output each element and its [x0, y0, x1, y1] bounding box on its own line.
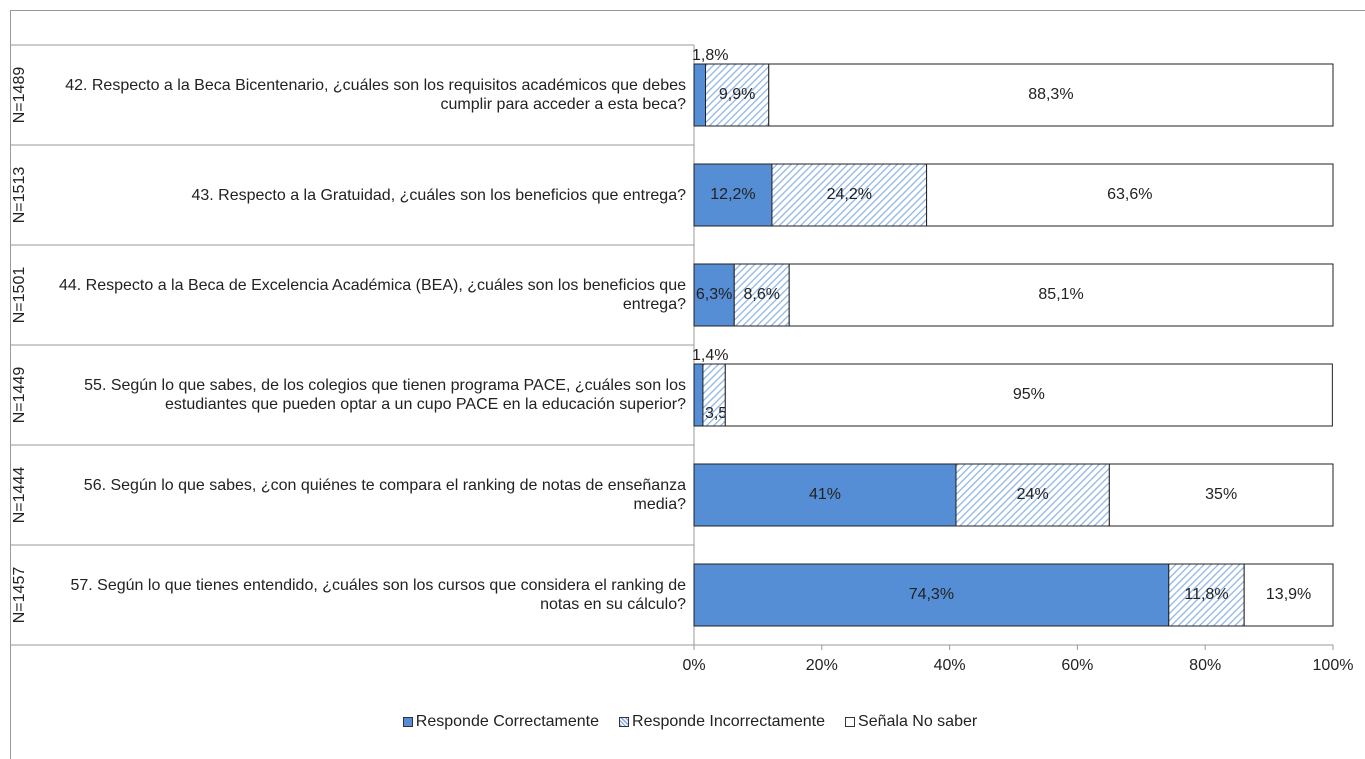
- bar-segment: [926, 163, 1334, 227]
- category-label: 43. Respecto a la Gratuidad, ¿cuáles son…: [191, 186, 686, 204]
- category-label: 56. Según lo que sabes, ¿con quiénes te …: [83, 477, 686, 513]
- value-label: 8,6%: [743, 286, 779, 303]
- value-label: 1,8%: [692, 47, 728, 64]
- legend-item: Señala No saber: [845, 713, 977, 731]
- x-tick-label: 80%: [1189, 657, 1221, 674]
- group-label: N=1489: [11, 67, 28, 124]
- value-label: 88,3%: [1028, 86, 1073, 103]
- legend-text: Responde Correctamente: [415, 713, 600, 730]
- bar-segment: [693, 463, 957, 527]
- category-label: 55. Según lo que sabes, de los colegios …: [84, 377, 686, 413]
- bar-segment: [693, 363, 704, 427]
- group-label: N=1501: [11, 267, 28, 324]
- value-label: 12,2%: [710, 186, 755, 203]
- bar-segment: [705, 63, 770, 127]
- value-label: 1,4%: [692, 347, 728, 364]
- bar-segment: [1168, 563, 1245, 627]
- value-label: 9,9%: [719, 86, 755, 103]
- legend-text: Responde Incorrectamente: [632, 713, 826, 730]
- x-tick-label: 0%: [682, 657, 705, 674]
- bar-segment: [771, 163, 928, 227]
- value-label: 63,6%: [1107, 186, 1152, 203]
- legend-swatch: [619, 717, 630, 727]
- group-label: N=1444: [11, 467, 28, 524]
- bar-segment: [733, 263, 790, 327]
- x-tick-label: 40%: [934, 657, 966, 674]
- legend-swatch: [845, 717, 856, 727]
- bar-segment: [955, 463, 1110, 527]
- legend: Responde Correctamente Responde Incorrect…: [0, 713, 1365, 731]
- value-label: 35%: [1205, 486, 1237, 503]
- bar-segment: [1108, 463, 1334, 527]
- bar-segment: [693, 263, 735, 327]
- value-label: 24%: [1017, 486, 1049, 503]
- value-label: 11,8%: [1184, 586, 1228, 603]
- bar-segment: [693, 563, 1170, 627]
- value-label: 13,9%: [1266, 586, 1311, 603]
- bar-segment: [724, 363, 1333, 427]
- legend-item: Responde Incorrectamente: [619, 713, 825, 731]
- category-label: 57. Según lo que tienes entendido, ¿cuál…: [70, 577, 686, 613]
- group-label: N=1513: [11, 167, 28, 224]
- legend-text: Señala No saber: [858, 713, 978, 730]
- category-label: 44. Respecto a la Beca de Excelencia Aca…: [58, 277, 686, 313]
- x-tick-label: 60%: [1061, 657, 1093, 674]
- legend-item: Responde Correctamente: [402, 713, 600, 731]
- value-label: 41%: [809, 486, 841, 503]
- value-label: 74,3%: [909, 586, 954, 603]
- value-label: 24,2%: [827, 186, 872, 203]
- chart-frame: [10, 10, 1365, 759]
- value-label: 95%: [1013, 386, 1045, 403]
- value-label: 6,3%: [696, 286, 732, 303]
- group-label: N=1457: [11, 567, 28, 624]
- bar-segment: [693, 63, 707, 127]
- x-tick-label: 20%: [806, 657, 838, 674]
- legend-swatch: [402, 717, 413, 727]
- bar-segment: [788, 263, 1334, 327]
- bar-segment: [768, 63, 1334, 127]
- value-label: 85,1%: [1038, 286, 1083, 303]
- group-label: N=1449: [11, 367, 28, 424]
- bar-segment: [1243, 563, 1334, 627]
- bar-segment: [693, 163, 773, 227]
- category-label: 42. Respecto a la Beca Bicentenario, ¿cu…: [65, 77, 686, 113]
- x-tick-label: 100%: [1313, 657, 1354, 674]
